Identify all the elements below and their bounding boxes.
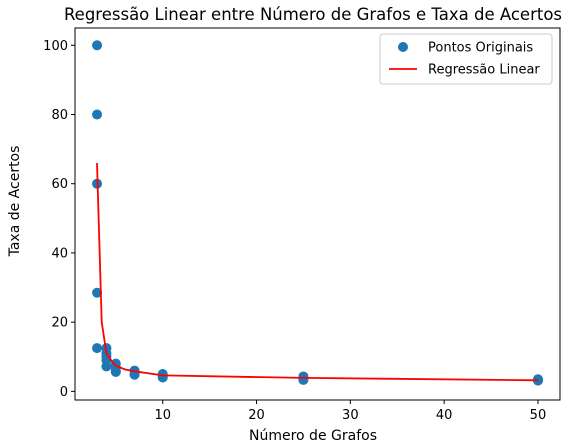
y-axis: 0 20 40 60 80 100: [43, 39, 75, 400]
x-tick-label: 30: [342, 408, 359, 423]
x-axis: 10 20 30 40 50: [154, 400, 546, 423]
x-tick-label: 50: [530, 408, 547, 423]
scatter-point: [92, 109, 103, 120]
y-tick-label: 100: [43, 39, 68, 54]
legend-label-scatter: Pontos Originais: [428, 41, 533, 56]
scatter-point: [92, 343, 103, 354]
y-axis-title: Taxa de Acertos: [7, 146, 23, 258]
legend: Pontos Originais Regressão Linear: [379, 33, 553, 85]
legend-frame: [379, 33, 553, 85]
x-tick-label: 10: [154, 408, 171, 423]
y-tick-label: 20: [51, 316, 68, 331]
chart-title: Regressão Linear entre Número de Grafos …: [64, 5, 562, 24]
y-tick-label: 80: [51, 108, 68, 123]
y-tick-label: 40: [51, 246, 68, 261]
scatter-point: [92, 40, 103, 51]
y-tick-label: 60: [51, 177, 68, 192]
scatter-point: [298, 374, 309, 385]
x-tick-label: 40: [436, 408, 453, 423]
axes-frame: [74, 27, 561, 401]
legend-label-line: Regressão Linear: [428, 63, 540, 78]
plot-area: [74, 27, 561, 401]
y-tick-label: 0: [60, 385, 68, 400]
regression-line: [96, 162, 539, 382]
legend-marker-scatter: [398, 42, 408, 52]
x-tick-label: 20: [248, 408, 265, 423]
scatter-point: [110, 366, 121, 377]
x-axis-title: Número de Grafos: [249, 428, 377, 444]
scatter-point: [101, 361, 112, 372]
scatter-point: [92, 287, 103, 298]
